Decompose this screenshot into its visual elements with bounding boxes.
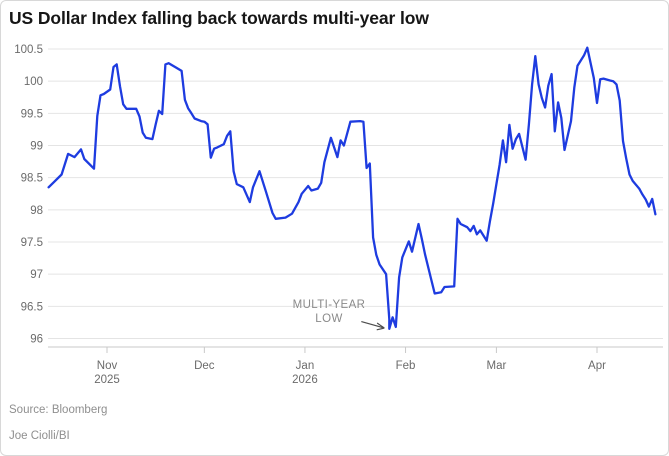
y-axis-tick-label: 98 <box>30 205 43 217</box>
annotation-line-2: LOW <box>315 313 343 325</box>
y-axis-tick-label: 97 <box>30 269 43 281</box>
x-axis-month-label: Feb <box>396 360 416 372</box>
y-axis-tick-label: 99 <box>30 141 43 153</box>
x-axis-month-label: Mar <box>486 360 506 372</box>
y-axis-tick-label: 100 <box>24 76 43 88</box>
y-axis-tick-label: 96.5 <box>21 301 43 313</box>
y-axis-tick-label: 98.5 <box>21 173 43 185</box>
dollar-index-series-line <box>47 46 657 330</box>
x-axis-year-label: 2025 <box>94 374 120 386</box>
x-axis-month-label: Nov <box>97 360 118 372</box>
y-axis-tick-label: 97.5 <box>21 237 43 249</box>
chart-title: US Dollar Index falling back towards mul… <box>9 8 429 28</box>
x-axis-year-label: 2026 <box>292 374 318 386</box>
annotation-arrow-shaft <box>361 320 385 329</box>
annotation-arrow-head <box>376 322 385 331</box>
x-axis-month-label: Jan <box>296 360 315 372</box>
y-axis-tick-label: 99.5 <box>21 108 43 120</box>
annotation-line-1: MULTI-YEAR <box>292 299 366 311</box>
x-axis-month-label: Apr <box>588 360 606 372</box>
x-axis-month-label: Dec <box>194 360 215 372</box>
multi-year-low-annotation: MULTI-YEAR LOW <box>284 298 374 326</box>
author-byline: Joe Ciolli/BI <box>9 430 70 442</box>
source-credit: Source: Bloomberg <box>9 404 108 416</box>
y-axis-tick-label: 96 <box>30 334 43 346</box>
y-axis-tick-label: 100.5 <box>14 44 43 56</box>
